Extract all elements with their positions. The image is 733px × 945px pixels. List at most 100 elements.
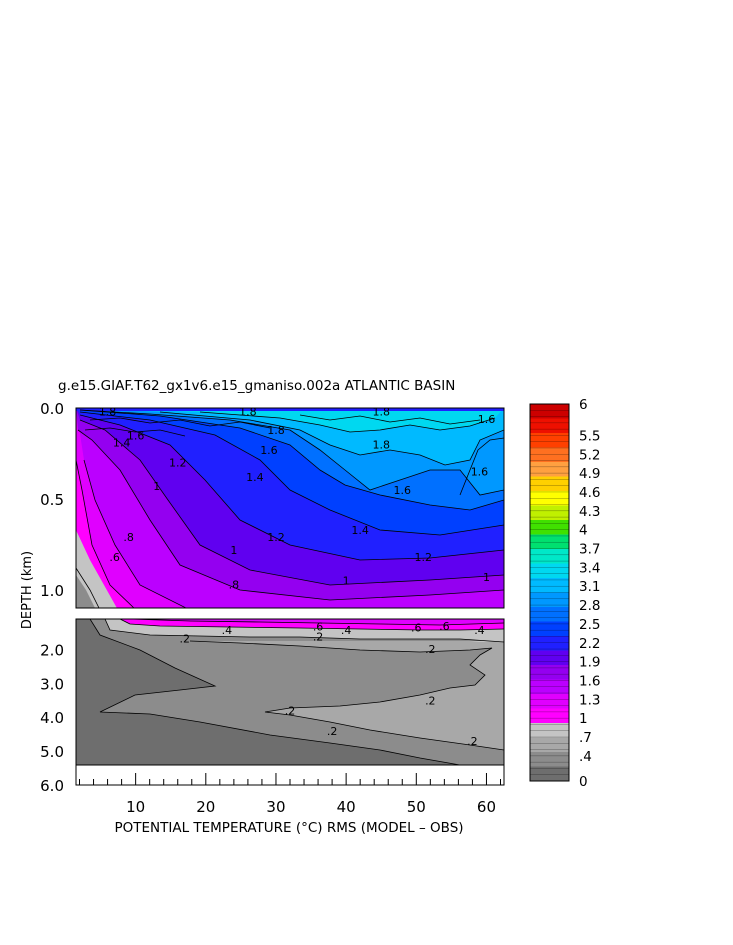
colorbar-tick-label: .7 [579,730,592,746]
colorbar-swatch [530,418,569,433]
upper-depth-panel: 1.8 1.8 1.81.81.81.61.61.61.61.61.41.41.41… [75,406,505,609]
colorbar-swatch [530,737,569,752]
contour-label: 1.8 [372,406,390,419]
contour-label: 1 [230,544,237,557]
colorbar-swatch [530,447,569,462]
colorbar-swatch [530,592,569,607]
contour-label: .2 [467,735,478,748]
colorbar-swatch [530,476,569,491]
colorbar-swatch [530,752,569,767]
contour-label: .6 [411,621,422,634]
contour-lines-upper [76,409,504,608]
contour-labels-upper: 1.8 1.8 1.81.81.81.61.61.61.61.61.41.41.41… [99,406,495,592]
colorbar-frame [529,403,570,782]
y-axis-label: DEPTH (km) [20,551,35,629]
colorbar-tick-label: 1 [579,711,588,727]
contour-label: .8 [123,531,134,544]
colorbar-tick-label: 4 [579,523,588,539]
colorbar-swatch [530,404,569,419]
y-tick-label: 3.0 [40,675,64,693]
bottom-topography-fill [76,530,117,608]
x-tick-label: 40 [337,798,356,816]
colorbar-tick-label: .4 [579,749,592,765]
colorbar-swatch [530,766,569,781]
colorbar-tick-label: 4.6 [579,485,600,501]
contour-label: 1.4 [113,437,131,450]
contour-label: .4 [341,624,352,637]
contour-label: 1.6 [127,429,145,442]
contour-label: 1 [343,575,350,588]
contour-label: 1.2 [169,457,187,470]
x-tick-label: 60 [477,798,496,816]
colorbar-labels: 6 5.5 5.2 4.9 4.6 4.3 4 3.7 3.4 3.1 2.8 2.5 2.2 1.9 1.… [579,397,600,790]
contour-label: .4 [222,624,233,637]
colorbar-tick-label: 1.9 [579,655,600,671]
contour-label: 1.2 [415,551,433,564]
lower-depth-panel: .4.4.4.6.6.6.2.2.2.2.2.2.2 [75,618,505,786]
colorbar-tick-label: 3.4 [579,560,600,576]
contour-fill-0.6 [130,619,504,625]
contour-label: 1.6 [478,413,496,426]
contour-fill-0.2 [190,641,504,750]
contour-label: 1.2 [267,531,285,544]
chart-title: g.e15.GIAF.T62_gx1v6.e15_gmaniso.002a AT… [58,378,455,394]
colorbar-tick-label: 1.6 [579,673,600,689]
contour-label: .2 [285,704,296,717]
x-axis-label: POTENTIAL TEMPERATURE (°C) RMS (MODEL – … [114,820,463,836]
colorbar-swatch [530,665,569,680]
y-axis-lower: 2.0 3.0 4.0 5.0 6.0 [40,641,64,795]
colorbar-tick-label: 5.5 [579,428,600,444]
surface-layer-fill [76,408,504,411]
colorbar-tick-label: 6 [579,397,588,413]
colorbar-swatch [530,520,569,535]
contour-labels-lower: .4.4.4.6.6.6.2.2.2.2.2.2.2 [180,620,485,748]
colorbar-tick-label: 3.1 [579,579,600,595]
colorbar-swatch [530,723,569,738]
contour-label: .2 [327,725,338,738]
contour-label: 1.6 [260,444,278,457]
contour-label: 1.8 [267,424,285,437]
colorbar-tick-label: 2.5 [579,617,600,633]
contour-label: 1 [153,480,160,493]
y-tick-label: 1.0 [40,582,64,600]
colorbar-swatch [530,694,569,709]
colorbar-tick-label: 3.7 [579,542,600,558]
contour-label: .2 [425,694,436,707]
y-tick-label: 0.5 [40,491,64,509]
colorbar-swatch [530,607,569,622]
colorbar-swatch [530,534,569,549]
colorbar-tick-label: 4.3 [579,504,600,520]
contour-label: 1.6 [471,466,489,479]
colorbar-tick-label: 0 [579,774,588,790]
contour-label: 1.4 [246,471,264,484]
x-tick-label: 10 [126,798,145,816]
x-tick-label: 30 [266,798,285,816]
colorbar [529,403,570,782]
colorbar-swatch [530,636,569,651]
y-axis-upper: 0.0 0.5 1.0 [40,400,64,600]
colorbar-swatch [530,708,569,723]
contour-label: .8 [229,578,240,591]
y-tick-label: 0.0 [40,400,64,418]
contour-label: 1.6 [394,484,412,497]
contour-label: 1.4 [351,524,369,537]
contour-label: 1.8 [99,406,117,419]
contour-label: 1.8 [239,406,257,419]
contour-lines-lower [89,619,504,765]
contour-label: 1 [483,571,490,584]
contour-label: .2 [180,633,191,646]
y-tick-label: 2.0 [40,641,64,659]
x-tick-label: 50 [407,798,426,816]
y-tick-label: 6.0 [40,777,64,795]
colorbar-swatch [530,650,569,665]
upper-panel-frame [75,407,505,609]
bottom-topography-dark-fill [76,575,95,608]
contour-label: 1.8 [372,438,390,451]
x-axis: 10 20 30 40 50 60 [79,773,501,816]
colorbar-swatch [530,505,569,520]
colorbar-tick-label: 1.3 [579,692,600,708]
colorbar-swatch [530,462,569,477]
contour-label: .6 [313,620,324,633]
y-tick-label: 4.0 [40,709,64,727]
colorbar-tick-label: 2.8 [579,598,600,614]
